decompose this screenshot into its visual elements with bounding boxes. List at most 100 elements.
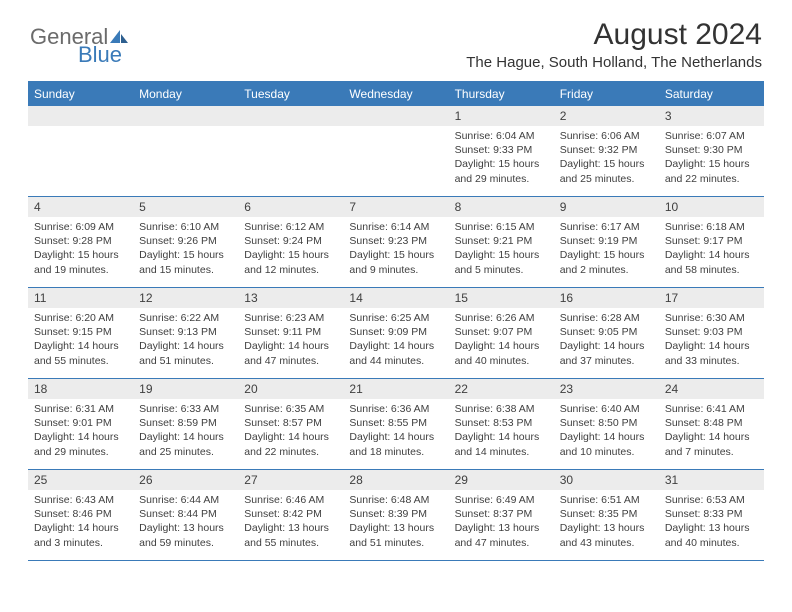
day-number: 2 (554, 106, 659, 126)
sunset-line: Sunset: 8:37 PM (455, 507, 548, 521)
day-details: Sunrise: 6:31 AMSunset: 9:01 PMDaylight:… (28, 399, 133, 459)
day-details: Sunrise: 6:28 AMSunset: 9:05 PMDaylight:… (554, 308, 659, 368)
day-number: 9 (554, 197, 659, 217)
weekday-header: Friday (554, 83, 659, 106)
weekday-header: Thursday (449, 83, 554, 106)
day-details: Sunrise: 6:46 AMSunset: 8:42 PMDaylight:… (238, 490, 343, 550)
day-details: Sunrise: 6:17 AMSunset: 9:19 PMDaylight:… (554, 217, 659, 277)
sunset-line: Sunset: 9:01 PM (34, 416, 127, 430)
day-cell: 20Sunrise: 6:35 AMSunset: 8:57 PMDayligh… (238, 379, 343, 469)
day-number: 6 (238, 197, 343, 217)
day-number: 24 (659, 379, 764, 399)
sunset-line: Sunset: 8:50 PM (560, 416, 653, 430)
week-row: 18Sunrise: 6:31 AMSunset: 9:01 PMDayligh… (28, 379, 764, 470)
daylight-line: Daylight: 15 hours and 12 minutes. (244, 248, 337, 276)
day-details: Sunrise: 6:44 AMSunset: 8:44 PMDaylight:… (133, 490, 238, 550)
daylight-line: Daylight: 13 hours and 43 minutes. (560, 521, 653, 549)
day-number: 18 (28, 379, 133, 399)
day-details: Sunrise: 6:12 AMSunset: 9:24 PMDaylight:… (238, 217, 343, 277)
sunset-line: Sunset: 8:44 PM (139, 507, 232, 521)
sunrise-line: Sunrise: 6:41 AM (665, 402, 758, 416)
sunrise-line: Sunrise: 6:43 AM (34, 493, 127, 507)
sunset-line: Sunset: 9:05 PM (560, 325, 653, 339)
day-number: 15 (449, 288, 554, 308)
sunset-line: Sunset: 9:32 PM (560, 143, 653, 157)
day-number: 26 (133, 470, 238, 490)
sunrise-line: Sunrise: 6:48 AM (349, 493, 442, 507)
sunrise-line: Sunrise: 6:20 AM (34, 311, 127, 325)
empty-day-header (133, 106, 238, 126)
sunset-line: Sunset: 9:11 PM (244, 325, 337, 339)
day-cell (238, 106, 343, 196)
sunrise-line: Sunrise: 6:35 AM (244, 402, 337, 416)
day-cell: 12Sunrise: 6:22 AMSunset: 9:13 PMDayligh… (133, 288, 238, 378)
day-number: 16 (554, 288, 659, 308)
day-details: Sunrise: 6:14 AMSunset: 9:23 PMDaylight:… (343, 217, 448, 277)
daylight-line: Daylight: 15 hours and 29 minutes. (455, 157, 548, 185)
daylight-line: Daylight: 15 hours and 19 minutes. (34, 248, 127, 276)
day-cell: 22Sunrise: 6:38 AMSunset: 8:53 PMDayligh… (449, 379, 554, 469)
sunset-line: Sunset: 9:19 PM (560, 234, 653, 248)
calendar: SundayMondayTuesdayWednesdayThursdayFrid… (28, 81, 764, 561)
day-number: 23 (554, 379, 659, 399)
sunrise-line: Sunrise: 6:09 AM (34, 220, 127, 234)
day-cell: 26Sunrise: 6:44 AMSunset: 8:44 PMDayligh… (133, 470, 238, 560)
day-cell: 8Sunrise: 6:15 AMSunset: 9:21 PMDaylight… (449, 197, 554, 287)
sunset-line: Sunset: 9:07 PM (455, 325, 548, 339)
daylight-line: Daylight: 14 hours and 44 minutes. (349, 339, 442, 367)
daylight-line: Daylight: 13 hours and 59 minutes. (139, 521, 232, 549)
day-number: 20 (238, 379, 343, 399)
day-details: Sunrise: 6:38 AMSunset: 8:53 PMDaylight:… (449, 399, 554, 459)
daylight-line: Daylight: 14 hours and 25 minutes. (139, 430, 232, 458)
week-row: 11Sunrise: 6:20 AMSunset: 9:15 PMDayligh… (28, 288, 764, 379)
day-cell: 3Sunrise: 6:07 AMSunset: 9:30 PMDaylight… (659, 106, 764, 196)
daylight-line: Daylight: 14 hours and 10 minutes. (560, 430, 653, 458)
day-details: Sunrise: 6:26 AMSunset: 9:07 PMDaylight:… (449, 308, 554, 368)
day-number: 22 (449, 379, 554, 399)
day-cell: 7Sunrise: 6:14 AMSunset: 9:23 PMDaylight… (343, 197, 448, 287)
empty-day-header (28, 106, 133, 126)
day-cell: 28Sunrise: 6:48 AMSunset: 8:39 PMDayligh… (343, 470, 448, 560)
day-number: 8 (449, 197, 554, 217)
day-cell: 10Sunrise: 6:18 AMSunset: 9:17 PMDayligh… (659, 197, 764, 287)
sunrise-line: Sunrise: 6:06 AM (560, 129, 653, 143)
sunrise-line: Sunrise: 6:25 AM (349, 311, 442, 325)
day-number: 3 (659, 106, 764, 126)
sunrise-line: Sunrise: 6:51 AM (560, 493, 653, 507)
sunrise-line: Sunrise: 6:23 AM (244, 311, 337, 325)
daylight-line: Daylight: 14 hours and 33 minutes. (665, 339, 758, 367)
sunrise-line: Sunrise: 6:38 AM (455, 402, 548, 416)
day-details: Sunrise: 6:49 AMSunset: 8:37 PMDaylight:… (449, 490, 554, 550)
sunset-line: Sunset: 9:30 PM (665, 143, 758, 157)
day-cell (28, 106, 133, 196)
day-details: Sunrise: 6:06 AMSunset: 9:32 PMDaylight:… (554, 126, 659, 186)
daylight-line: Daylight: 14 hours and 51 minutes. (139, 339, 232, 367)
day-details: Sunrise: 6:22 AMSunset: 9:13 PMDaylight:… (133, 308, 238, 368)
daylight-line: Daylight: 14 hours and 14 minutes. (455, 430, 548, 458)
sunrise-line: Sunrise: 6:33 AM (139, 402, 232, 416)
day-number: 5 (133, 197, 238, 217)
day-details: Sunrise: 6:40 AMSunset: 8:50 PMDaylight:… (554, 399, 659, 459)
day-details: Sunrise: 6:10 AMSunset: 9:26 PMDaylight:… (133, 217, 238, 277)
day-cell: 5Sunrise: 6:10 AMSunset: 9:26 PMDaylight… (133, 197, 238, 287)
logo-text-blue: Blue (78, 42, 122, 68)
sunrise-line: Sunrise: 6:07 AM (665, 129, 758, 143)
day-cell: 18Sunrise: 6:31 AMSunset: 9:01 PMDayligh… (28, 379, 133, 469)
day-cell: 21Sunrise: 6:36 AMSunset: 8:55 PMDayligh… (343, 379, 448, 469)
day-details: Sunrise: 6:09 AMSunset: 9:28 PMDaylight:… (28, 217, 133, 277)
header: GeneralBlue August 2024 The Hague, South… (0, 0, 792, 75)
sunrise-line: Sunrise: 6:18 AM (665, 220, 758, 234)
day-details: Sunrise: 6:33 AMSunset: 8:59 PMDaylight:… (133, 399, 238, 459)
day-details: Sunrise: 6:43 AMSunset: 8:46 PMDaylight:… (28, 490, 133, 550)
day-details: Sunrise: 6:41 AMSunset: 8:48 PMDaylight:… (659, 399, 764, 459)
day-cell: 15Sunrise: 6:26 AMSunset: 9:07 PMDayligh… (449, 288, 554, 378)
day-cell: 25Sunrise: 6:43 AMSunset: 8:46 PMDayligh… (28, 470, 133, 560)
sunset-line: Sunset: 9:21 PM (455, 234, 548, 248)
sunrise-line: Sunrise: 6:36 AM (349, 402, 442, 416)
month-title: August 2024 (466, 18, 762, 52)
daylight-line: Daylight: 14 hours and 29 minutes. (34, 430, 127, 458)
sunset-line: Sunset: 8:59 PM (139, 416, 232, 430)
weekday-header: Wednesday (343, 83, 448, 106)
day-number: 30 (554, 470, 659, 490)
day-details: Sunrise: 6:30 AMSunset: 9:03 PMDaylight:… (659, 308, 764, 368)
